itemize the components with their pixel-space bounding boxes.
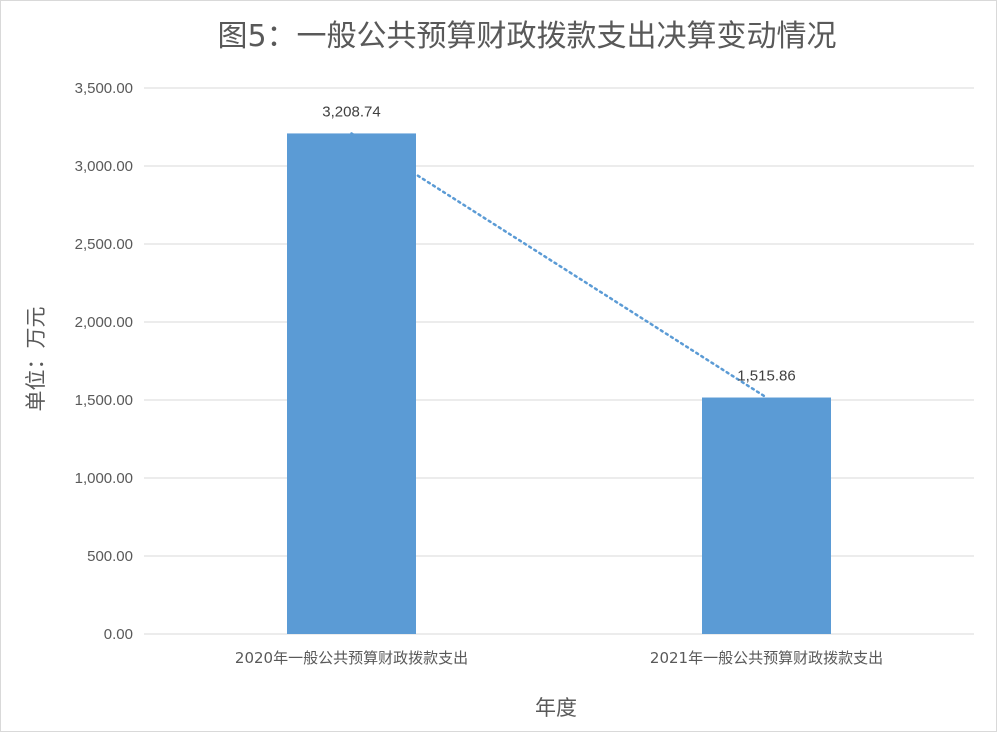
- x-axis-categories: 2020年一般公共预算财政拨款支出 2021年一般公共预算财政拨款支出: [235, 649, 883, 667]
- bars: [287, 133, 831, 634]
- y-tick-label: 2,000.00: [75, 314, 133, 331]
- trendline: [350, 132, 768, 399]
- chart-title: 图5：一般公共预算财政拨款支出决算变动情况: [217, 19, 836, 54]
- bar: [702, 397, 831, 634]
- data-labels: 3,208.74 1,515.86: [322, 103, 795, 384]
- y-axis-ticks: 0.00 500.00 1,000.00 1,500.00 2,000.00 2,500.…: [75, 80, 133, 643]
- gridlines: [144, 87, 974, 635]
- bar: [287, 133, 416, 634]
- y-axis-title: 单位：万元: [24, 307, 48, 412]
- x-axis-title: 年度: [535, 696, 577, 720]
- y-tick-label: 0.00: [104, 626, 133, 643]
- y-tick-label: 3,000.00: [75, 158, 133, 175]
- trendline-segment: [350, 132, 359, 139]
- trendline-segment: [416, 174, 768, 399]
- y-tick-label: 1,000.00: [75, 470, 133, 487]
- x-category-label: 2021年一般公共预算财政拨款支出: [650, 649, 883, 667]
- y-tick-label: 500.00: [87, 548, 133, 565]
- y-tick-label: 1,500.00: [75, 392, 133, 409]
- y-tick-label: 3,500.00: [75, 80, 133, 97]
- y-tick-label: 2,500.00: [75, 236, 133, 253]
- data-label: 3,208.74: [322, 103, 380, 120]
- data-label: 1,515.86: [737, 368, 795, 385]
- x-category-label: 2020年一般公共预算财政拨款支出: [235, 649, 468, 667]
